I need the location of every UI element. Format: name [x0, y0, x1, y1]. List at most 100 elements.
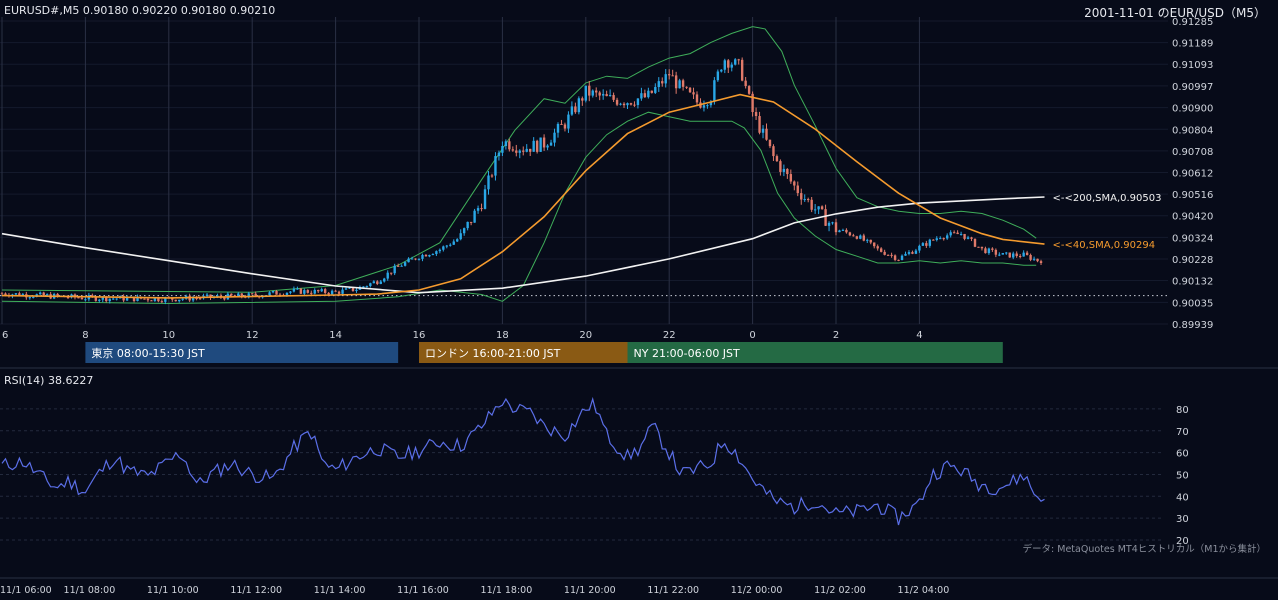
candle-body: [435, 251, 438, 255]
candle-body: [299, 288, 303, 294]
candle-body: [251, 293, 254, 295]
candle-body: [529, 148, 532, 152]
candle-body: [824, 209, 827, 226]
candle-body: [494, 156, 497, 176]
price-axis: 0.91285 0.91189 0.91093 0.90997 0.90900 0.908…: [1172, 17, 1213, 331]
candle-body: [681, 80, 685, 87]
candle-body: [619, 103, 622, 105]
candle-body: [817, 206, 820, 210]
candle-body: [98, 299, 101, 301]
rsi-line: [1, 396, 1045, 526]
candle-body: [751, 93, 754, 113]
candle-body: [317, 289, 320, 292]
session-label: 東京 08:00-15:30 JST: [91, 346, 205, 360]
candle-body: [772, 146, 775, 157]
candle-body: [758, 116, 761, 133]
hour-tick-label: 18: [496, 330, 509, 341]
hour-axis: 6 8 10 12 14 16 18 20 22 0 2 4: [2, 330, 923, 341]
candle-body: [417, 258, 421, 260]
candle-body: [216, 295, 219, 297]
candle-body: [727, 60, 730, 68]
candle-body: [935, 238, 938, 240]
candle-body: [365, 286, 369, 288]
candle-body: [303, 290, 306, 294]
candle-body: [459, 233, 462, 240]
candle-body: [1036, 258, 1039, 262]
candle-body: [747, 86, 751, 94]
session-label: NY 21:00-06:00 JST: [634, 347, 741, 360]
candle-body: [143, 298, 146, 300]
candle-body: [501, 146, 504, 153]
price-tick-label: 0.90420: [1172, 212, 1213, 223]
candle-body: [105, 296, 108, 302]
data-credit: データ: MetaQuotes MT4ヒストリカル（M1から集計）: [1022, 544, 1266, 555]
candle-body: [469, 221, 473, 223]
candle-body: [987, 248, 991, 254]
hour-tick-label: 4: [916, 330, 922, 341]
candle-body: [761, 128, 765, 133]
candle-body: [615, 99, 619, 105]
candle-body: [595, 90, 598, 93]
candle-body: [876, 246, 879, 249]
candle-body: [713, 80, 716, 102]
candle-body: [320, 289, 323, 292]
hour-tick-label: 6: [2, 330, 8, 341]
candle-body: [918, 245, 921, 251]
candle-body: [271, 291, 275, 293]
candle-body: [122, 296, 125, 301]
candle-body: [977, 246, 980, 248]
candle-body: [695, 94, 699, 103]
candle-body: [237, 293, 240, 297]
time-tick-label: 11/2 02:00: [814, 585, 866, 596]
candle-body: [337, 291, 341, 294]
candle-body: [956, 232, 959, 235]
candle-body: [904, 253, 907, 256]
price-tick-label: 0.91093: [1172, 60, 1213, 71]
price-tick-label: 0.90516: [1172, 190, 1213, 201]
candle-body: [518, 150, 521, 153]
candle-body: [873, 242, 876, 247]
candle-body: [845, 229, 848, 233]
candle-body: [369, 283, 372, 287]
candle-body: [296, 288, 299, 290]
candle-body: [855, 236, 859, 239]
price-grid: [0, 17, 1168, 325]
candle-body: [462, 228, 466, 234]
candle-body: [466, 221, 469, 229]
candle-body: [442, 246, 445, 250]
candle-body: [390, 272, 393, 274]
session-bar: 東京 08:00-15:30 JST ロンドン 16:00-21:00 JST NY…: [85, 342, 1003, 363]
candle-body: [782, 168, 786, 172]
candle-body: [160, 301, 164, 303]
candle-body: [428, 254, 431, 257]
candle-body: [476, 208, 480, 211]
candle-body: [862, 235, 865, 241]
candle-body: [692, 92, 695, 95]
candle-body: [101, 296, 104, 300]
candle-body: [640, 93, 643, 99]
rsi-grid: [0, 408, 1164, 541]
candle-body: [831, 222, 834, 224]
candle-body: [487, 175, 490, 190]
candle-body: [480, 208, 483, 210]
candle-body: [32, 296, 35, 298]
price-tick-label: 0.91285: [1172, 17, 1213, 28]
time-tick-label: 11/1 20:00: [564, 585, 616, 596]
candle-body: [834, 222, 838, 233]
time-tick-label: 11/1 16:00: [397, 585, 449, 596]
candle-body: [94, 296, 98, 301]
candle-body: [848, 232, 852, 236]
candle-body: [925, 243, 928, 246]
candle-body: [438, 249, 442, 252]
rsi-tick-label: 20: [1176, 536, 1189, 547]
candle-body: [574, 106, 577, 113]
candle-body: [198, 298, 202, 300]
candle-body: [112, 298, 115, 300]
candle-body: [421, 254, 424, 259]
candle-body: [323, 289, 327, 293]
candle-body: [907, 252, 911, 254]
candle-body: [911, 252, 914, 254]
candle-body: [348, 287, 351, 289]
